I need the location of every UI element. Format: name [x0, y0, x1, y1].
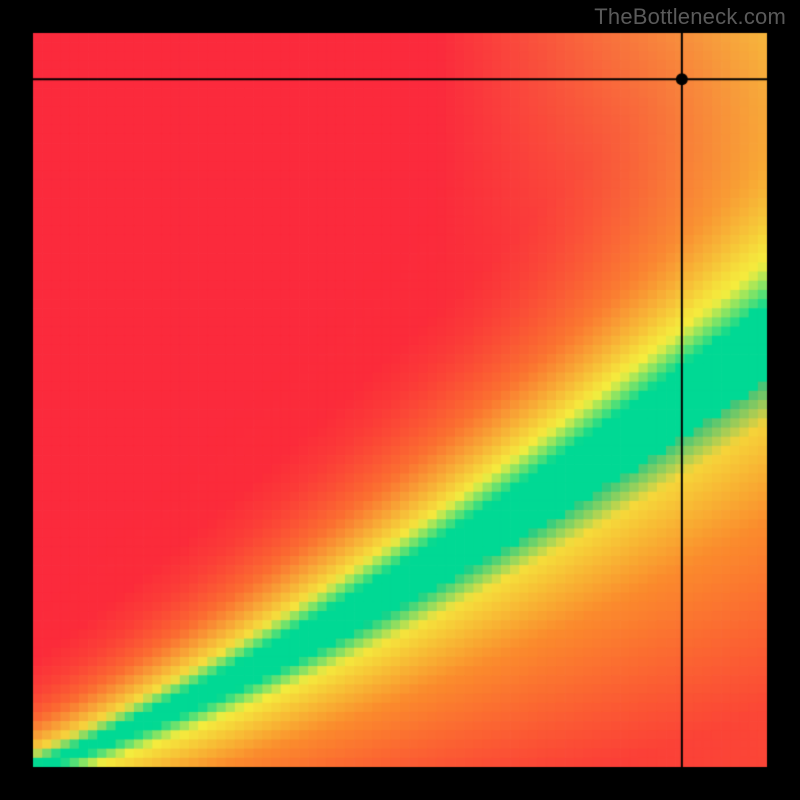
chart-container: TheBottleneck.com — [0, 0, 800, 800]
bottleneck-heatmap — [0, 0, 800, 800]
watermark-text: TheBottleneck.com — [594, 4, 786, 30]
